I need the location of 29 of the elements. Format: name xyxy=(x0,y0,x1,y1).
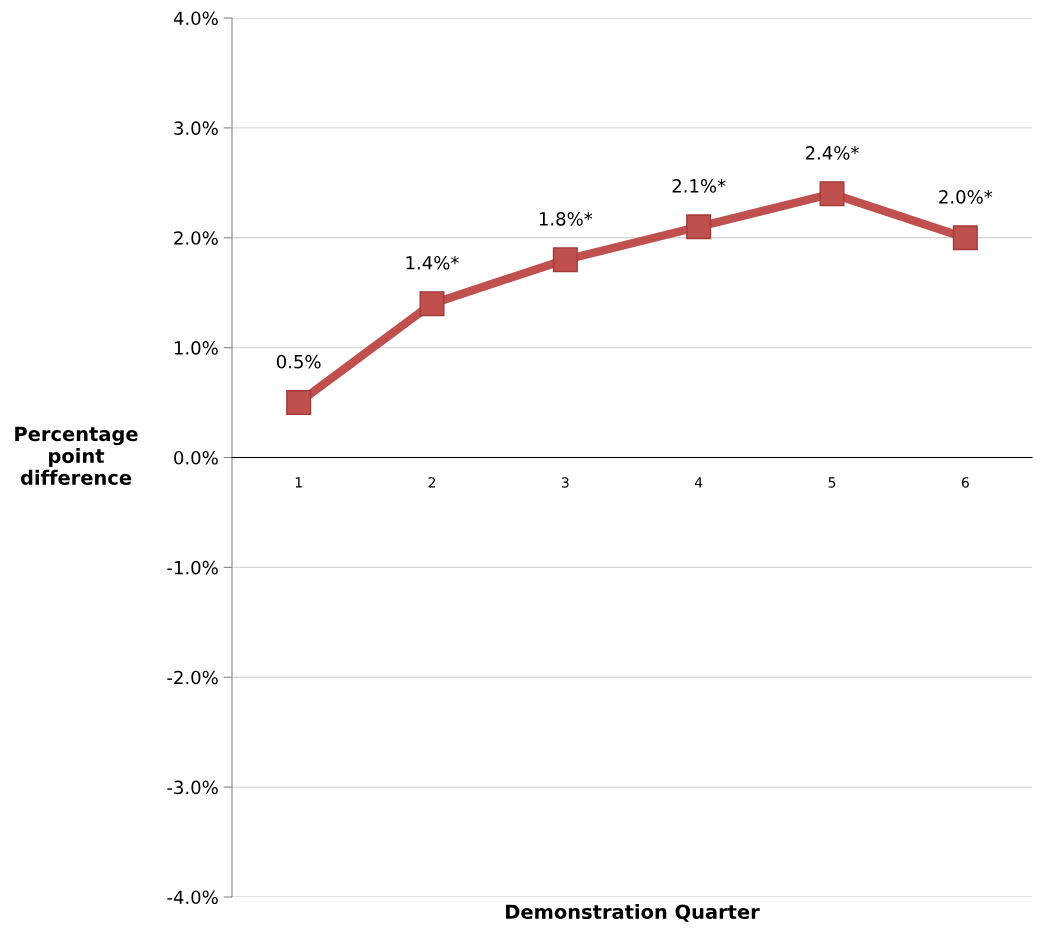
y-axis-title: Percentage point difference xyxy=(15,426,138,485)
x-tick-label: 4 xyxy=(694,477,703,488)
y-tick-label: 3.0% xyxy=(174,121,218,135)
x-tick-label: 6 xyxy=(961,477,969,488)
y-tick-label: -1.0% xyxy=(167,560,218,575)
y-tick-label: 4.0% xyxy=(173,11,218,26)
data-label: 1.4%* xyxy=(406,255,459,270)
y-tick-label: 0.0% xyxy=(174,450,218,465)
y-tick-label: -2.0% xyxy=(167,670,218,685)
data-label: 2.0%* xyxy=(939,190,993,204)
x-tick-label: 3 xyxy=(561,477,569,488)
point xyxy=(686,214,712,240)
x-axis-title: Demonstration Quarter xyxy=(506,904,760,922)
data-label: 0.5% xyxy=(276,354,321,369)
point xyxy=(286,390,312,416)
data-label: 2.1%* xyxy=(672,179,726,193)
x-tick-label: 5 xyxy=(828,477,836,488)
data-label: 2.4%* xyxy=(805,146,859,160)
point xyxy=(819,181,845,207)
x-tick-label: 1 xyxy=(295,477,302,488)
x-tick-label: 2 xyxy=(428,477,436,488)
y-tick-label: 1.0% xyxy=(174,341,218,355)
data-label: 1.8%* xyxy=(539,212,593,226)
point xyxy=(552,247,578,273)
y-tick-label: -3.0% xyxy=(167,780,218,795)
y-tick-label: -4.0% xyxy=(167,890,218,905)
y-tick-label: 2.0% xyxy=(174,231,218,245)
point xyxy=(419,291,445,317)
point xyxy=(952,225,978,251)
